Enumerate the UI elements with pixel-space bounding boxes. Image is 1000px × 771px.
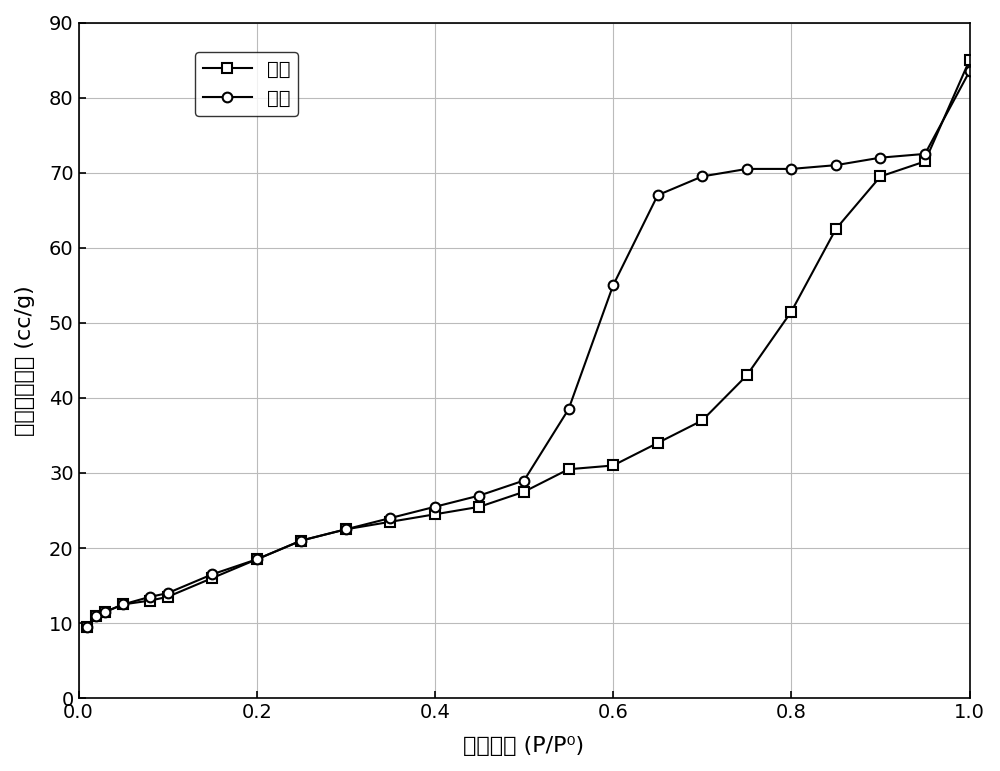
Y-axis label: 标准吸附容量 (cc/g): 标准吸附容量 (cc/g) [15, 285, 35, 436]
吸附 [741, 371, 753, 380]
吸附 [874, 172, 886, 181]
脱附 [741, 164, 753, 173]
脱附 [99, 608, 111, 617]
吸附 [251, 554, 263, 564]
脱附 [696, 172, 708, 181]
吸附 [117, 600, 129, 609]
脱附 [90, 611, 102, 621]
脱附 [162, 588, 174, 598]
吸附 [607, 461, 619, 470]
吸附 [919, 157, 931, 166]
吸附 [90, 611, 102, 621]
吸附 [696, 416, 708, 425]
脱附 [830, 160, 842, 170]
吸附 [830, 224, 842, 234]
吸附 [652, 439, 664, 448]
吸附 [518, 487, 530, 497]
脱附 [785, 164, 797, 173]
吸附 [785, 307, 797, 316]
吸附 [81, 622, 93, 631]
吸附 [162, 592, 174, 601]
脱附 [117, 600, 129, 609]
吸附 [295, 536, 307, 545]
吸附 [563, 465, 575, 474]
脱附 [384, 513, 396, 523]
Line: 脱附: 脱附 [83, 66, 974, 631]
X-axis label: 相对压力 (P/P⁰): 相对压力 (P/P⁰) [463, 736, 585, 756]
脱附 [473, 491, 485, 500]
Legend: 吸附, 脱附: 吸附, 脱附 [195, 52, 298, 116]
脱附 [340, 525, 352, 534]
吸附 [429, 510, 441, 519]
脱附 [518, 476, 530, 485]
脱附 [206, 570, 218, 579]
吸附 [384, 517, 396, 527]
吸附 [99, 608, 111, 617]
吸附 [206, 574, 218, 583]
脱附 [144, 592, 156, 601]
脱附 [251, 554, 263, 564]
脱附 [81, 622, 93, 631]
脱附 [919, 150, 931, 159]
吸附 [964, 56, 976, 65]
脱附 [563, 405, 575, 414]
吸附 [144, 596, 156, 605]
Line: 吸附: 吸附 [83, 56, 974, 631]
脱附 [874, 153, 886, 162]
脱附 [652, 190, 664, 200]
脱附 [964, 66, 976, 76]
脱附 [429, 502, 441, 511]
吸附 [473, 502, 485, 511]
吸附 [340, 525, 352, 534]
脱附 [295, 536, 307, 545]
脱附 [607, 281, 619, 290]
